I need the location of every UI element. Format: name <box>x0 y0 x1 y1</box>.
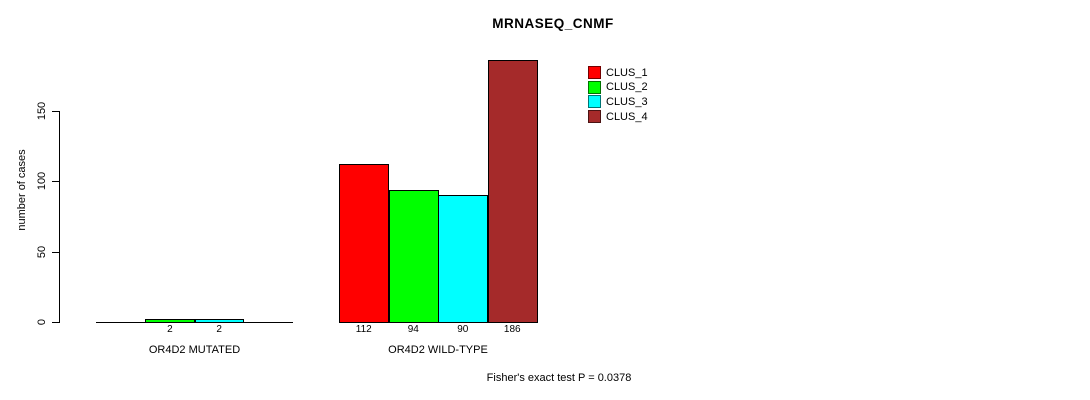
y-axis-tick-label: 150 <box>36 101 48 121</box>
y-axis-label: number of cases <box>16 149 28 231</box>
y-axis-tick-label: 0 <box>36 318 48 326</box>
legend-label: CLUS_2 <box>606 81 648 94</box>
legend-swatch-clus_4 <box>588 110 601 124</box>
bar-value-label: 112 <box>355 324 372 335</box>
bar-value-label: 2 <box>167 324 173 335</box>
bar-value-label: 186 <box>503 324 521 335</box>
bar-clus_3 <box>194 319 245 323</box>
legend-label: CLUS_3 <box>606 95 648 108</box>
y-axis-line <box>59 111 60 323</box>
legend-item-clus_4: CLUS_4 <box>588 110 648 124</box>
bar-clus_4 <box>487 60 538 323</box>
legend-label: CLUS_4 <box>606 110 648 123</box>
bar-value-label: 90 <box>457 324 469 335</box>
bar-value-label: 2 <box>216 324 222 335</box>
y-axis-tick-label: 50 <box>36 245 48 259</box>
legend-item-clus_1: CLUS_1 <box>588 66 648 79</box>
y-axis-tick <box>52 111 59 112</box>
bar-clus_1 <box>339 164 389 323</box>
bar-clus_2 <box>145 319 195 323</box>
bar-clus_2 <box>388 190 439 323</box>
y-axis-tick <box>52 322 59 323</box>
legend-swatch-clus_2 <box>588 80 601 94</box>
bar-clus_3 <box>438 195 488 323</box>
legend-swatch-clus_3 <box>588 95 601 109</box>
y-axis-tick-label: 100 <box>36 171 48 191</box>
legend-swatch-clus_1 <box>588 66 601 79</box>
x-category-label: OR4D2 MUTATED <box>148 344 241 356</box>
x-category-label: OR4D2 WILD-TYPE <box>388 344 488 356</box>
stat-test-annotation: Fisher's exact test P = 0.0378 <box>486 372 632 384</box>
legend-item-clus_2: CLUS_2 <box>588 80 648 94</box>
y-axis-tick <box>52 252 59 253</box>
legend-label: CLUS_1 <box>606 66 648 79</box>
y-axis-tick <box>52 181 59 182</box>
legend-item-clus_3: CLUS_3 <box>588 95 648 109</box>
bar-value-label: 94 <box>407 324 419 335</box>
chart-title: MRNASEQ_CNMF <box>492 16 614 31</box>
